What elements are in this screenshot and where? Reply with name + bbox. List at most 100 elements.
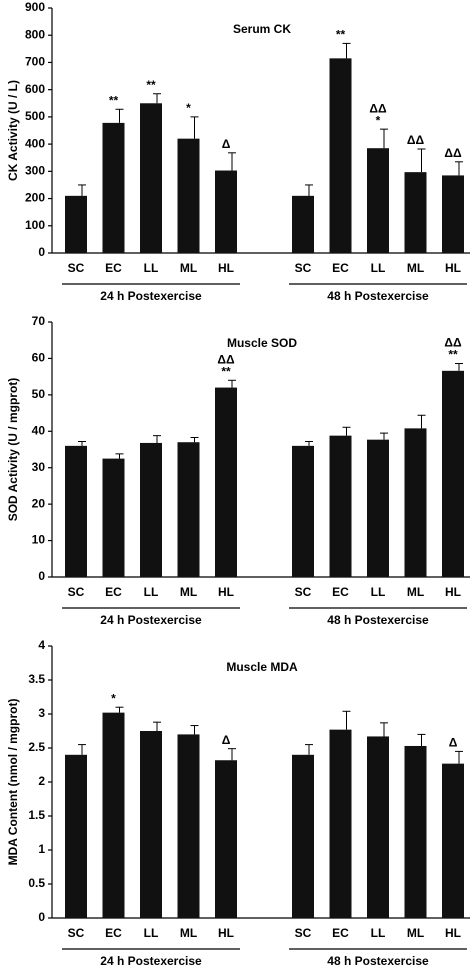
- bar: [65, 754, 87, 918]
- significance-mark: ΔΔ: [444, 336, 462, 350]
- significance-mark: **: [448, 348, 458, 362]
- y-tick-label: 30: [32, 460, 46, 474]
- bar: [65, 445, 87, 577]
- x-tick-label: HL: [445, 926, 461, 940]
- y-tick-label: 400: [25, 136, 45, 150]
- y-tick-label: 2: [38, 774, 45, 788]
- bar: [102, 458, 125, 577]
- x-tick-label: SC: [68, 585, 85, 599]
- bar: [177, 442, 200, 577]
- y-tick-label: 20: [32, 496, 46, 510]
- significance-mark: ΔΔ: [444, 146, 462, 160]
- x-tick-label: EC: [332, 585, 349, 599]
- x-tick-label: EC: [105, 261, 122, 275]
- y-tick-label: 0: [38, 910, 45, 924]
- bar: [292, 754, 314, 918]
- y-tick-label: 600: [25, 82, 45, 96]
- bar: [292, 445, 314, 577]
- x-tick-label: LL: [371, 261, 386, 275]
- significance-mark: *: [111, 691, 116, 705]
- significance-mark: **: [146, 78, 156, 92]
- y-tick-label: 900: [25, 0, 45, 14]
- significance-mark: **: [109, 93, 119, 107]
- x-tick-label: ML: [407, 261, 424, 275]
- bar: [177, 138, 200, 253]
- x-tick-label: SC: [295, 585, 312, 599]
- bar: [404, 428, 427, 577]
- chart-title: Muscle MDA: [226, 660, 298, 674]
- bar: [140, 442, 162, 577]
- chart-title: Muscle SOD: [227, 336, 297, 350]
- x-tick-label: SC: [68, 926, 85, 940]
- significance-mark: Δ: [222, 733, 231, 747]
- group-label: 24 h Postexercise: [100, 613, 202, 627]
- significance-mark: Δ: [222, 137, 231, 151]
- significance-mark: ΔΔ: [369, 101, 387, 115]
- y-tick-label: 700: [25, 55, 45, 69]
- x-tick-label: LL: [144, 261, 159, 275]
- x-tick-label: HL: [445, 585, 461, 599]
- y-tick-label: 0.5: [28, 876, 45, 890]
- x-tick-label: HL: [445, 261, 461, 275]
- bar: [442, 175, 464, 253]
- x-tick-label: EC: [105, 585, 122, 599]
- group-label: 24 h Postexercise: [100, 954, 202, 968]
- chart-title: Serum CK: [233, 22, 291, 36]
- y-tick-label: 0: [38, 569, 45, 583]
- bar: [215, 760, 237, 918]
- bar: [65, 195, 87, 253]
- y-axis-label: MDA Content (nmol / mgprot): [6, 699, 20, 866]
- significance-mark: ΔΔ: [407, 133, 425, 147]
- bar: [177, 734, 200, 918]
- y-tick-label: 200: [25, 191, 45, 205]
- bar: [404, 745, 427, 918]
- group-label: 48 h Postexercise: [327, 954, 429, 968]
- bar: [367, 736, 389, 918]
- y-tick-label: 3: [38, 706, 45, 720]
- bar: [215, 387, 237, 577]
- bar: [329, 435, 352, 577]
- bar: [140, 103, 162, 254]
- x-tick-label: SC: [295, 261, 312, 275]
- x-tick-label: LL: [371, 926, 386, 940]
- bar: [367, 439, 389, 577]
- y-tick-label: 1: [38, 842, 45, 856]
- significance-mark: Δ: [449, 736, 458, 750]
- bar: [329, 58, 352, 253]
- y-tick-label: 4: [38, 638, 45, 652]
- x-tick-label: EC: [105, 926, 122, 940]
- x-tick-label: ML: [180, 261, 197, 275]
- bar: [329, 729, 352, 918]
- x-tick-label: SC: [295, 926, 312, 940]
- y-tick-label: 2.5: [28, 740, 45, 754]
- x-tick-label: EC: [332, 926, 349, 940]
- bar: [292, 195, 314, 253]
- x-tick-label: ML: [180, 585, 197, 599]
- group-label: 48 h Postexercise: [327, 289, 429, 303]
- y-tick-label: 60: [32, 351, 46, 365]
- significance-mark: *: [376, 113, 381, 127]
- bar: [442, 370, 464, 577]
- y-tick-label: 100: [25, 218, 45, 232]
- x-tick-label: HL: [218, 261, 234, 275]
- y-tick-label: 40: [32, 423, 46, 437]
- bar: [367, 148, 389, 253]
- y-tick-label: 0: [38, 245, 45, 259]
- bar: [404, 172, 427, 253]
- bar: [442, 763, 464, 918]
- significance-mark: **: [336, 28, 346, 42]
- y-tick-label: 800: [25, 27, 45, 41]
- x-tick-label: ML: [407, 585, 424, 599]
- bar: [102, 122, 125, 253]
- y-axis-label: SOD Activity (U / mgprot): [6, 378, 20, 522]
- y-tick-label: 50: [32, 387, 46, 401]
- y-tick-label: 300: [25, 164, 45, 178]
- x-tick-label: EC: [332, 261, 349, 275]
- x-tick-label: ML: [407, 926, 424, 940]
- y-tick-label: 3.5: [28, 672, 45, 686]
- significance-mark: **: [221, 364, 231, 378]
- x-tick-label: HL: [218, 926, 234, 940]
- significance-mark: ΔΔ: [217, 352, 235, 366]
- x-tick-label: ML: [180, 926, 197, 940]
